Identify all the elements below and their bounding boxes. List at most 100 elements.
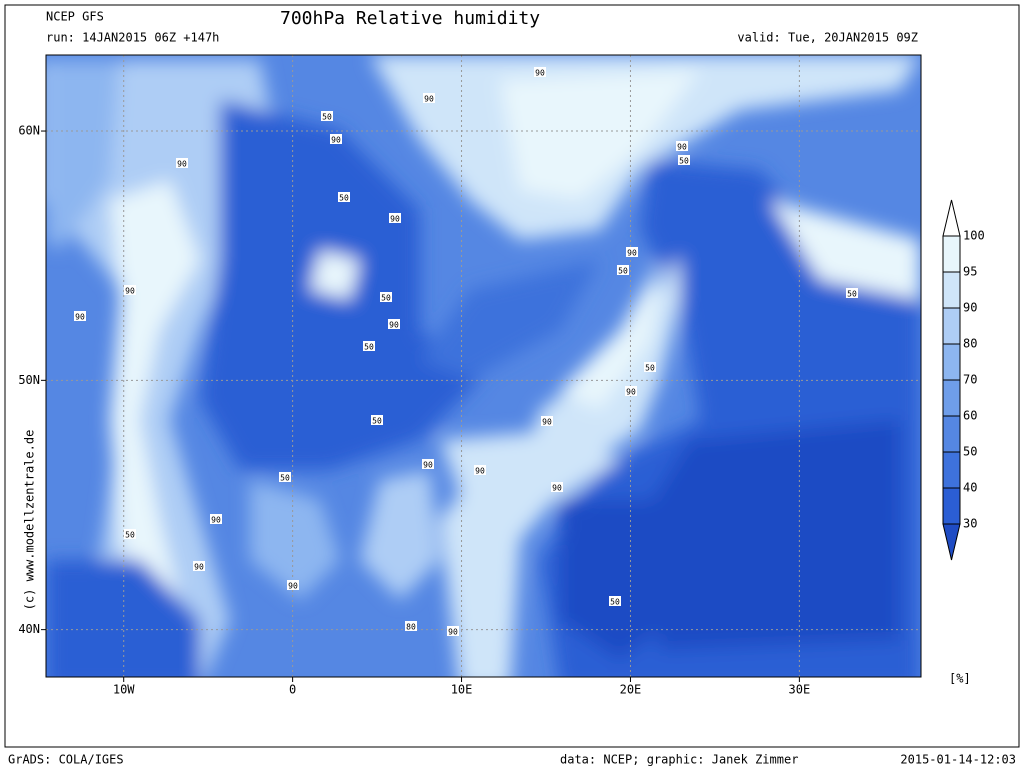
contour-label: 90 [677,143,687,152]
contour-label-box [617,265,629,275]
contour-label-box [423,93,435,103]
colorbar-box [942,343,961,381]
contour-label: 90 [177,160,187,169]
x-tick-label: 30E [789,683,811,697]
humidity-field: 50 90 90 90 90 50 90 90 90 50 90 50 50 50 90 50 90 90 80 90… [46,55,921,677]
contour-label-box [447,626,459,636]
contour-label: 50 [280,474,290,483]
colorbar-label: 100 [963,229,985,243]
x-tick-label: 10W [113,683,135,697]
colorbar-label: 50 [963,445,977,459]
model-name: NCEP GFS [46,10,104,24]
contour-label: 50 [125,531,135,540]
colorbar-under [942,523,961,561]
contour-label-box [279,472,291,482]
colorbar-box [942,235,961,273]
footer-left: GrADS: COLA/IGES [8,753,124,767]
contour-label: 50 [381,294,391,303]
colorbar-label: 40 [963,481,977,495]
valid-time: valid: Tue, 20JAN2015 09Z [737,31,918,45]
contour-label-box [422,459,434,469]
colorbar-box [942,271,961,309]
x-tick-label: 20E [620,683,642,697]
x-tick-label: 0 [289,683,296,697]
contour-label: 90 [627,249,637,258]
contour-label-box [363,341,375,351]
contour-label: 50 [618,267,628,276]
colorbar-unit: [%] [949,672,971,686]
contour-label: 50 [847,290,857,299]
contour-label-box [405,621,417,631]
contour-label: 50 [322,113,332,122]
contour-label-box [676,141,688,151]
colorbar-box [942,379,961,417]
colorbar-box [942,307,961,345]
colorbar-label: 60 [963,409,977,423]
map-title: 700hPa Relative humidity [280,8,540,29]
colorbar-box [942,487,961,525]
contour-label: 90 [211,516,221,525]
run-info: run: 14JAN2015 06Z +147h [46,31,219,45]
map-border [45,54,922,678]
contour-label: 90 [535,69,545,78]
contour-label-box [541,416,553,426]
colorbar-label: 30 [963,517,977,531]
contour-label-box [287,580,299,590]
contour-label: 90 [475,467,485,476]
contour-label-box [644,362,656,372]
contour-label: 90 [626,388,636,397]
contour-label-box [330,134,342,144]
footer-center: data: NCEP; graphic: Janek Zimmer [560,753,798,767]
contour-label: 90 [424,95,434,104]
contour-label: 90 [194,563,204,572]
contour-label: 90 [552,484,562,493]
colorbar-box [942,415,961,453]
contour-label: 90 [331,136,341,145]
contour-label-box [74,311,86,321]
contour-label-box [626,247,638,257]
contour-label-box [321,111,333,121]
contour-label: 50 [372,417,382,426]
contour-label: 50 [339,194,349,203]
contour-label: 50 [679,157,689,166]
contour-label-box [678,155,690,165]
contour-label-box [371,415,383,425]
frame [4,4,1020,748]
footer-right: 2015-01-14-12:03 [900,753,1016,767]
contour-label: 80 [406,623,416,632]
contour-label: 50 [610,598,620,607]
contour-label-box [338,192,350,202]
y-tick-label: 50N [18,373,40,387]
y-tick-label: 40N [18,622,40,636]
contour-label-box [388,319,400,329]
colorbar-label: 80 [963,337,977,351]
contour-label-box [124,285,136,295]
colorbar-label: 95 [963,265,977,279]
contour-label-box [210,514,222,524]
contour-label: 90 [288,582,298,591]
colorbar-over [942,199,961,237]
y-tick-label: 60N [18,124,40,138]
contour-label: 90 [389,321,399,330]
contour-label-box [534,67,546,77]
contour-label: 90 [75,313,85,322]
contour-label: 90 [125,287,135,296]
contour-label-box [124,529,136,539]
colorbar-box [942,451,961,489]
contour-label: 90 [542,418,552,427]
contour-label-box [176,158,188,168]
contour-label: 90 [390,215,400,224]
colorbar-label: 70 [963,373,977,387]
colorbar-label: 90 [963,301,977,315]
contour-label-box [193,561,205,571]
contour-label: 50 [364,343,374,352]
contour-label-box [625,386,637,396]
contour-label-box [380,292,392,302]
contour-label-box [389,213,401,223]
contour-label: 90 [423,461,433,470]
contour-label: 50 [645,364,655,373]
contour-label-box [846,288,858,298]
x-tick-label: 10E [451,683,473,697]
contour-label: 90 [448,628,458,637]
